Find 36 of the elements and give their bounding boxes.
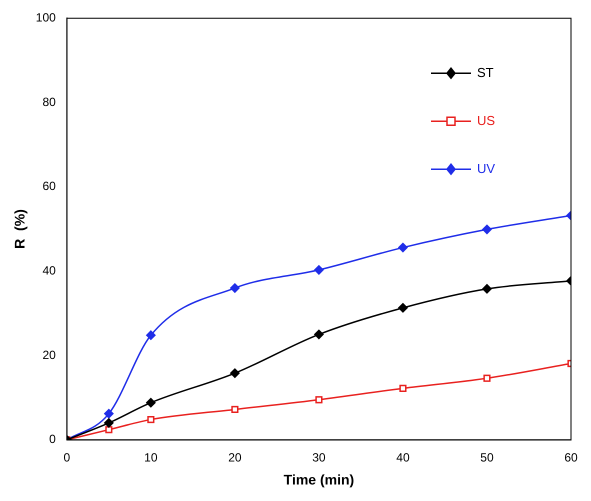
point	[482, 224, 492, 234]
x-tick-label: 10	[144, 450, 158, 464]
point	[231, 406, 238, 414]
point	[104, 408, 114, 418]
point	[105, 426, 112, 434]
point	[104, 418, 114, 428]
legend-label: ST	[477, 64, 494, 80]
x-tick-label: 40	[396, 450, 410, 464]
point	[147, 416, 154, 424]
y-tick-label: 0	[49, 432, 56, 446]
point	[398, 242, 408, 252]
point	[314, 265, 324, 275]
point	[315, 396, 322, 404]
legend-label: UV	[477, 160, 496, 176]
legend-label: US	[477, 112, 496, 128]
x-tick-label: 20	[228, 450, 242, 464]
point	[230, 368, 240, 378]
point	[314, 330, 324, 340]
x-tick-label: 50	[480, 450, 494, 464]
x-tick-label: 60	[564, 450, 578, 464]
y-axis-title: R (%)	[11, 209, 28, 249]
point	[483, 374, 491, 382]
point	[482, 284, 492, 294]
x-axis-title: Time (min)	[284, 471, 354, 488]
point	[399, 384, 407, 392]
y-tick-label: 60	[42, 179, 56, 194]
y-tick-label: 40	[42, 263, 56, 278]
point	[146, 398, 156, 408]
point	[398, 303, 408, 313]
y-tick-label: 100	[36, 10, 56, 25]
y-tick-label: 20	[42, 348, 56, 362]
y-tick-label: 80	[42, 94, 56, 109]
point	[230, 283, 240, 293]
x-tick-label: 30	[312, 450, 326, 464]
point	[146, 330, 156, 340]
x-tick-label: 0	[63, 450, 70, 464]
